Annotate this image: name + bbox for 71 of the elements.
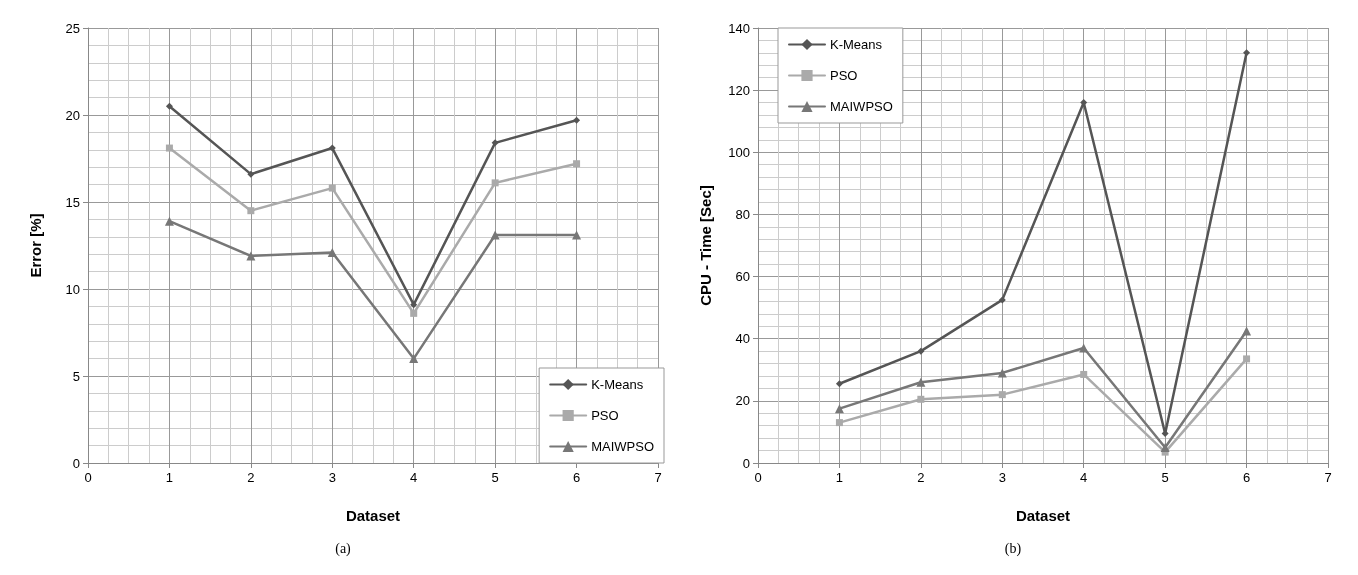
y-tick-label: 0 xyxy=(72,455,80,471)
point xyxy=(573,160,581,168)
point xyxy=(1079,343,1089,353)
x-tick-label: 4 xyxy=(410,470,418,485)
point xyxy=(834,404,844,414)
legend-label: PSO xyxy=(830,68,858,83)
x-tick-label: 3 xyxy=(328,470,336,485)
x-tick-label: 7 xyxy=(1324,470,1332,485)
x-axis-title: Dataset xyxy=(345,507,401,524)
y-tick-label: 20 xyxy=(65,107,80,123)
x-axis-title: Dataset xyxy=(1015,507,1071,524)
y-tick-label: 60 xyxy=(735,269,750,285)
point xyxy=(835,419,843,427)
y-tick-label: 140 xyxy=(728,20,750,36)
y-tick-label: 20 xyxy=(735,393,750,409)
legend-label: K-Means xyxy=(591,377,644,392)
point xyxy=(835,380,843,388)
x-tick-label: 1 xyxy=(165,470,174,485)
text: (b) xyxy=(1004,540,1022,557)
x-tick-label: 6 xyxy=(572,470,581,485)
point xyxy=(247,170,255,178)
y-tick-label: 15 xyxy=(65,194,80,210)
x-tick-label: 0 xyxy=(754,470,762,485)
point xyxy=(916,377,926,387)
x-tick-label: 3 xyxy=(998,470,1006,485)
point xyxy=(1243,49,1251,57)
point xyxy=(165,144,173,152)
legend-label: MAIWPSO xyxy=(591,439,655,454)
point xyxy=(328,184,336,192)
point xyxy=(328,144,336,152)
x-tick-label: 6 xyxy=(1242,470,1251,485)
y-tick-label: 0 xyxy=(742,455,750,471)
point xyxy=(1160,442,1170,452)
y-tick-label: 40 xyxy=(735,331,750,347)
point xyxy=(998,391,1006,399)
point xyxy=(998,296,1006,304)
y-axis-title: Error [%] xyxy=(27,213,44,278)
y-tick-label: 25 xyxy=(65,20,80,36)
legend-label: MAIWPSO xyxy=(830,99,893,114)
y-tick-label: 10 xyxy=(65,281,80,297)
text: (a) xyxy=(335,540,352,557)
point xyxy=(491,139,499,147)
y-axis-title: CPU - Time [Sec] xyxy=(697,185,714,306)
x-tick-label: 7 xyxy=(654,470,662,485)
legend-label: PSO xyxy=(591,408,619,423)
x-tick-label: 2 xyxy=(247,470,255,485)
point xyxy=(917,395,925,403)
point xyxy=(410,301,418,309)
x-tick-label: 5 xyxy=(491,470,499,485)
point xyxy=(1243,355,1251,363)
point xyxy=(247,207,255,215)
x-tick-label: 1 xyxy=(835,470,844,485)
point xyxy=(573,116,581,124)
point xyxy=(491,179,499,187)
y-tick-label: 100 xyxy=(728,144,750,160)
point xyxy=(490,230,500,240)
y-tick-label: 80 xyxy=(735,206,750,222)
y-tick-label: 5 xyxy=(72,368,80,384)
point xyxy=(410,309,418,317)
point xyxy=(1080,370,1088,378)
point xyxy=(327,247,337,257)
y-tick-label: 120 xyxy=(728,82,750,98)
x-tick-label: 5 xyxy=(1161,470,1169,485)
x-tick-label: 4 xyxy=(1080,470,1088,485)
point xyxy=(165,102,173,110)
x-tick-label: 0 xyxy=(84,470,92,485)
x-tick-label: 2 xyxy=(917,470,925,485)
point xyxy=(917,347,925,355)
point xyxy=(164,216,174,226)
legend-label: K-Means xyxy=(830,37,883,52)
point xyxy=(572,230,582,240)
